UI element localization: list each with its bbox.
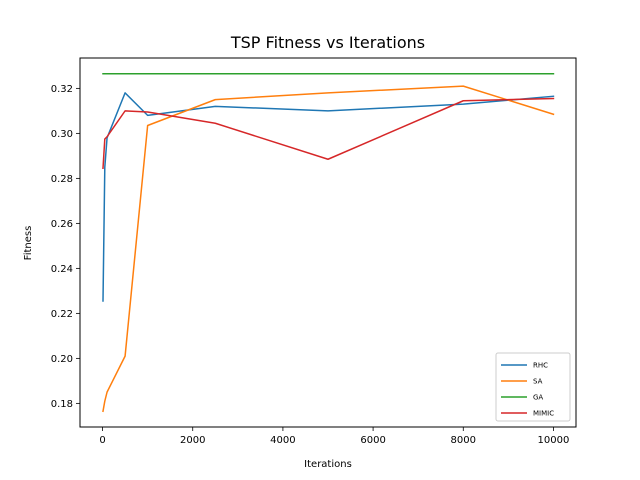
legend-label-mimic: MIMIC (533, 410, 554, 418)
x-tick-label: 2000 (180, 435, 205, 446)
x-tick-label: 6000 (360, 435, 385, 446)
axes-frame (79, 57, 577, 428)
x-tick-label: 8000 (451, 435, 476, 446)
y-axis: 0.18 0.20 0.22 0.24 0.26 0.28 0.30 0.32 (51, 84, 80, 410)
y-tick-label: 0.18 (51, 399, 73, 410)
x-axis-label: Iterations (304, 459, 352, 470)
legend-label-ga: GA (533, 394, 543, 402)
x-tick-label: 10000 (538, 435, 570, 446)
series-line-mimic (102, 97, 555, 170)
y-tick-label: 0.24 (51, 264, 73, 275)
y-tick-label: 0.20 (51, 354, 73, 365)
y-axis-label: Fitness (23, 226, 34, 261)
plot-area (102, 73, 555, 413)
x-tick-label: 4000 (270, 435, 295, 446)
series-line-sa (102, 85, 555, 413)
y-tick-label: 0.28 (51, 174, 73, 185)
y-tick-label: 0.22 (51, 309, 73, 320)
y-tick-label: 0.32 (51, 84, 73, 95)
series-line-rhc (102, 92, 555, 302)
legend-label-sa: SA (533, 378, 543, 386)
chart-title: TSP Fitness vs Iterations (230, 33, 425, 52)
legend-label-rhc: RHC (533, 362, 548, 370)
y-tick-label: 0.30 (51, 129, 73, 140)
legend-box (495, 352, 571, 422)
x-axis: 0 2000 4000 6000 8000 10000 (99, 427, 569, 446)
legend: RHC SA GA MIMIC (495, 352, 571, 422)
x-tick-label: 0 (99, 435, 105, 446)
y-tick-label: 0.26 (51, 219, 73, 230)
